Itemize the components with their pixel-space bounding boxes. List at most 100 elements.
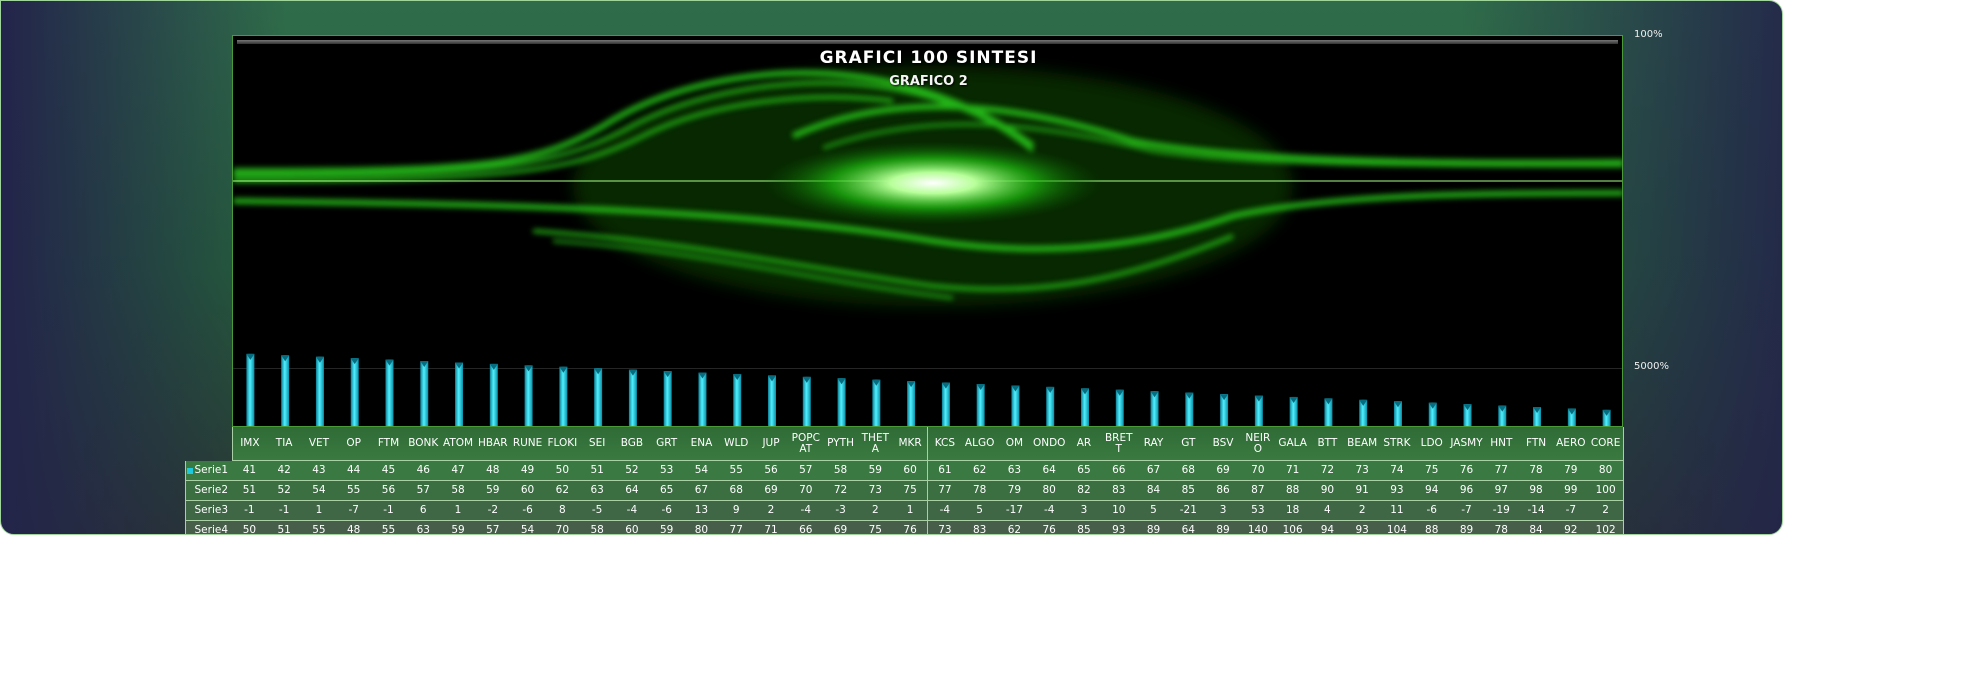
table-cell-text: 73	[1355, 464, 1369, 476]
table-cell-text: -14	[1527, 504, 1545, 516]
table-cell: 42	[266, 461, 303, 481]
table-header-theta: THETA	[857, 427, 894, 461]
table-cell: 73	[857, 481, 894, 501]
table-cell: 5	[1136, 501, 1172, 521]
bar-cap	[594, 368, 603, 375]
table-cell: 53	[649, 461, 686, 481]
table-cell: -7	[1449, 501, 1485, 521]
table-cell: 49	[510, 461, 546, 481]
table-cell: 89	[1449, 521, 1485, 534]
table-cell: -1	[371, 501, 407, 521]
table-header-mkr-text: MKR	[898, 437, 922, 449]
table-cell-text: 80	[1598, 464, 1613, 476]
table-cell: 102	[1588, 521, 1624, 534]
table-cell: 10	[1101, 501, 1138, 521]
table-cell-text: 45	[381, 464, 396, 476]
table-cell: 57	[405, 481, 442, 501]
table-cell: 75	[892, 481, 929, 501]
table-cell-text: 62	[972, 464, 987, 476]
table-header-bonk-text: BONK	[408, 437, 439, 449]
bar-cap	[1185, 392, 1194, 399]
table-cell: 100	[1588, 481, 1624, 501]
table-header-bsv: BSV	[1205, 427, 1242, 461]
series-label-serie4: Serie4	[185, 521, 233, 534]
table-cell-text: 67	[1146, 464, 1161, 476]
bar-atom	[455, 362, 464, 426]
table-header-aero-text: AERO	[1556, 437, 1586, 449]
table-header-algo: ALGO	[962, 427, 999, 461]
table-header-popcat-text: POPCAT	[791, 431, 820, 455]
series-label-serie1: Serie1	[185, 461, 233, 481]
table-cell: 55	[371, 521, 407, 534]
series-name: Serie3	[194, 504, 229, 516]
table-cell: 78	[962, 481, 999, 501]
bar-theta	[872, 379, 881, 426]
bar-cap	[837, 378, 846, 385]
table-cell: 98	[1518, 481, 1555, 501]
table-cell: 88	[1414, 521, 1451, 534]
table-cell: 51	[579, 461, 616, 481]
table-cell: 52	[614, 461, 651, 481]
bar-cap	[1254, 395, 1263, 402]
table-header-vet-text: VET	[308, 437, 330, 449]
table-cell: -4	[614, 501, 651, 521]
table-cell: 78	[1483, 521, 1520, 534]
table-cell-text: 69	[1216, 464, 1230, 476]
table-cell-text: 98	[1529, 484, 1543, 496]
table-cell: 96	[1449, 481, 1485, 501]
bar-btt	[1324, 398, 1333, 426]
table-cell: 72	[823, 481, 859, 501]
table-cell-text: 2	[767, 504, 775, 516]
table-header-gala-text: GALA	[1278, 437, 1307, 449]
table-cell: 3	[1205, 501, 1242, 521]
table-header-gt: GT	[1170, 427, 1207, 461]
table-cell: 69	[753, 481, 790, 501]
bar-vet	[315, 356, 324, 426]
bar-algo	[976, 384, 985, 426]
table-cell: 1	[892, 501, 929, 521]
table-cell-text: -6	[522, 504, 533, 516]
table-cell-text: 60	[903, 464, 917, 476]
table-cell-text: 84	[1529, 523, 1543, 535]
table-cell-text: 49	[520, 464, 535, 476]
bar-ondo	[1046, 386, 1055, 426]
table-cell: 53	[1240, 501, 1277, 521]
secondary-axis-tick-bottom: 5000%	[1634, 361, 1669, 372]
table-cell-text: 58	[590, 523, 604, 535]
plot-top-bevel	[237, 40, 1618, 44]
bar-cap	[1324, 398, 1333, 405]
table-cell-text: -17	[1005, 504, 1023, 516]
table-cell: 68	[1170, 461, 1207, 481]
table-cell: 106	[1275, 521, 1312, 534]
table-cell: -17	[997, 501, 1033, 521]
chart-panel: GRAFICI 100 SINTESI GRAFICO 2 100% 5000%…	[0, 0, 1783, 535]
table-header-bsv-text: BSV	[1212, 437, 1234, 449]
table-cell-text: 79	[1007, 484, 1022, 496]
table-cell: -3	[823, 501, 859, 521]
bar-bgb	[628, 369, 637, 426]
table-cell-text: 82	[1077, 484, 1091, 496]
table-cell: -19	[1483, 501, 1520, 521]
table-cell-text: 52	[277, 484, 291, 496]
table-cell-text: 70	[1251, 464, 1265, 476]
table-cell-text: 85	[1077, 523, 1091, 535]
table-cell: 55	[301, 521, 338, 534]
table-cell: 55	[336, 481, 373, 501]
table-cell: 99	[1553, 481, 1590, 501]
table-cell-text: 55	[729, 464, 743, 476]
bar-cap	[1289, 396, 1298, 403]
table-cell: 93	[1344, 521, 1381, 534]
table-cell-text: -19	[1492, 504, 1510, 516]
table-cell: 65	[1066, 461, 1103, 481]
table-header-ray-text: RAY	[1143, 437, 1164, 449]
table-header-ondo: ONDO	[1031, 427, 1068, 461]
bar-hnt	[1498, 405, 1507, 426]
table-header-ftn: FTN	[1518, 427, 1555, 461]
table-cell: 92	[1553, 521, 1590, 534]
table-header-grt-text: GRT	[656, 437, 678, 449]
table-cell: 41	[232, 461, 268, 481]
table-cell: -4	[1031, 501, 1068, 521]
table-header-om-text: OM	[1005, 437, 1024, 449]
table-cell-text: 75	[1425, 464, 1439, 476]
table-cell: -21	[1170, 501, 1207, 521]
